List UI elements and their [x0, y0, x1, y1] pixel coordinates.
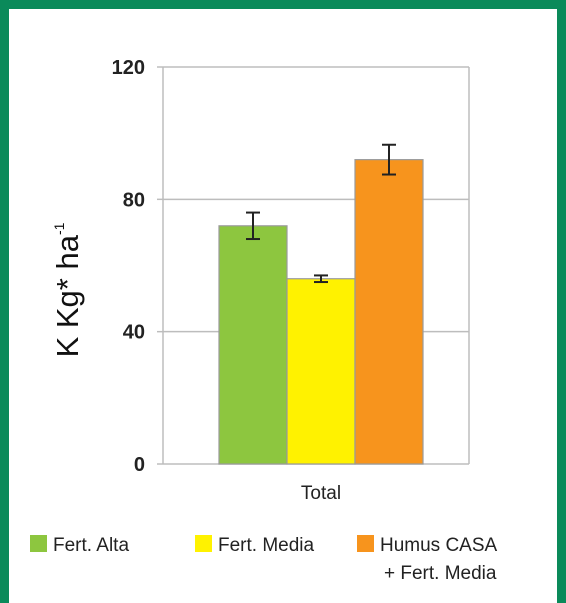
y-tick-label: 80 — [123, 189, 145, 211]
legend: Fert. Alta Fert. Media Humus CASA + Fert. M… — [30, 535, 498, 584]
legend-label: Humus CASA — [380, 535, 498, 556]
bar — [286, 278, 356, 465]
bars — [218, 159, 424, 465]
legend-swatch — [30, 535, 47, 552]
x-category-labels: Total — [301, 483, 341, 504]
y-axis-label: K Kg* ha-1 — [50, 222, 85, 357]
bar — [218, 225, 288, 465]
legend-swatch — [195, 535, 212, 552]
y-tick-label: 120 — [112, 57, 145, 79]
y-tick-label: 0 — [134, 454, 145, 476]
legend-label-line2: + Fert. Media — [384, 563, 497, 584]
y-tick-label: 40 — [123, 322, 145, 344]
bar — [354, 159, 424, 465]
legend-label: Fert. Alta — [53, 535, 129, 556]
legend-label: Fert. Media — [218, 535, 315, 556]
legend-swatch — [357, 535, 374, 552]
y-axis-label-text: K Kg* ha — [50, 234, 85, 357]
y-tick-labels: 0 40 80 120 — [112, 57, 145, 476]
error-bars — [246, 143, 396, 284]
x-category-label: Total — [301, 483, 341, 504]
y-axis-label-superscript: -1 — [51, 222, 67, 235]
